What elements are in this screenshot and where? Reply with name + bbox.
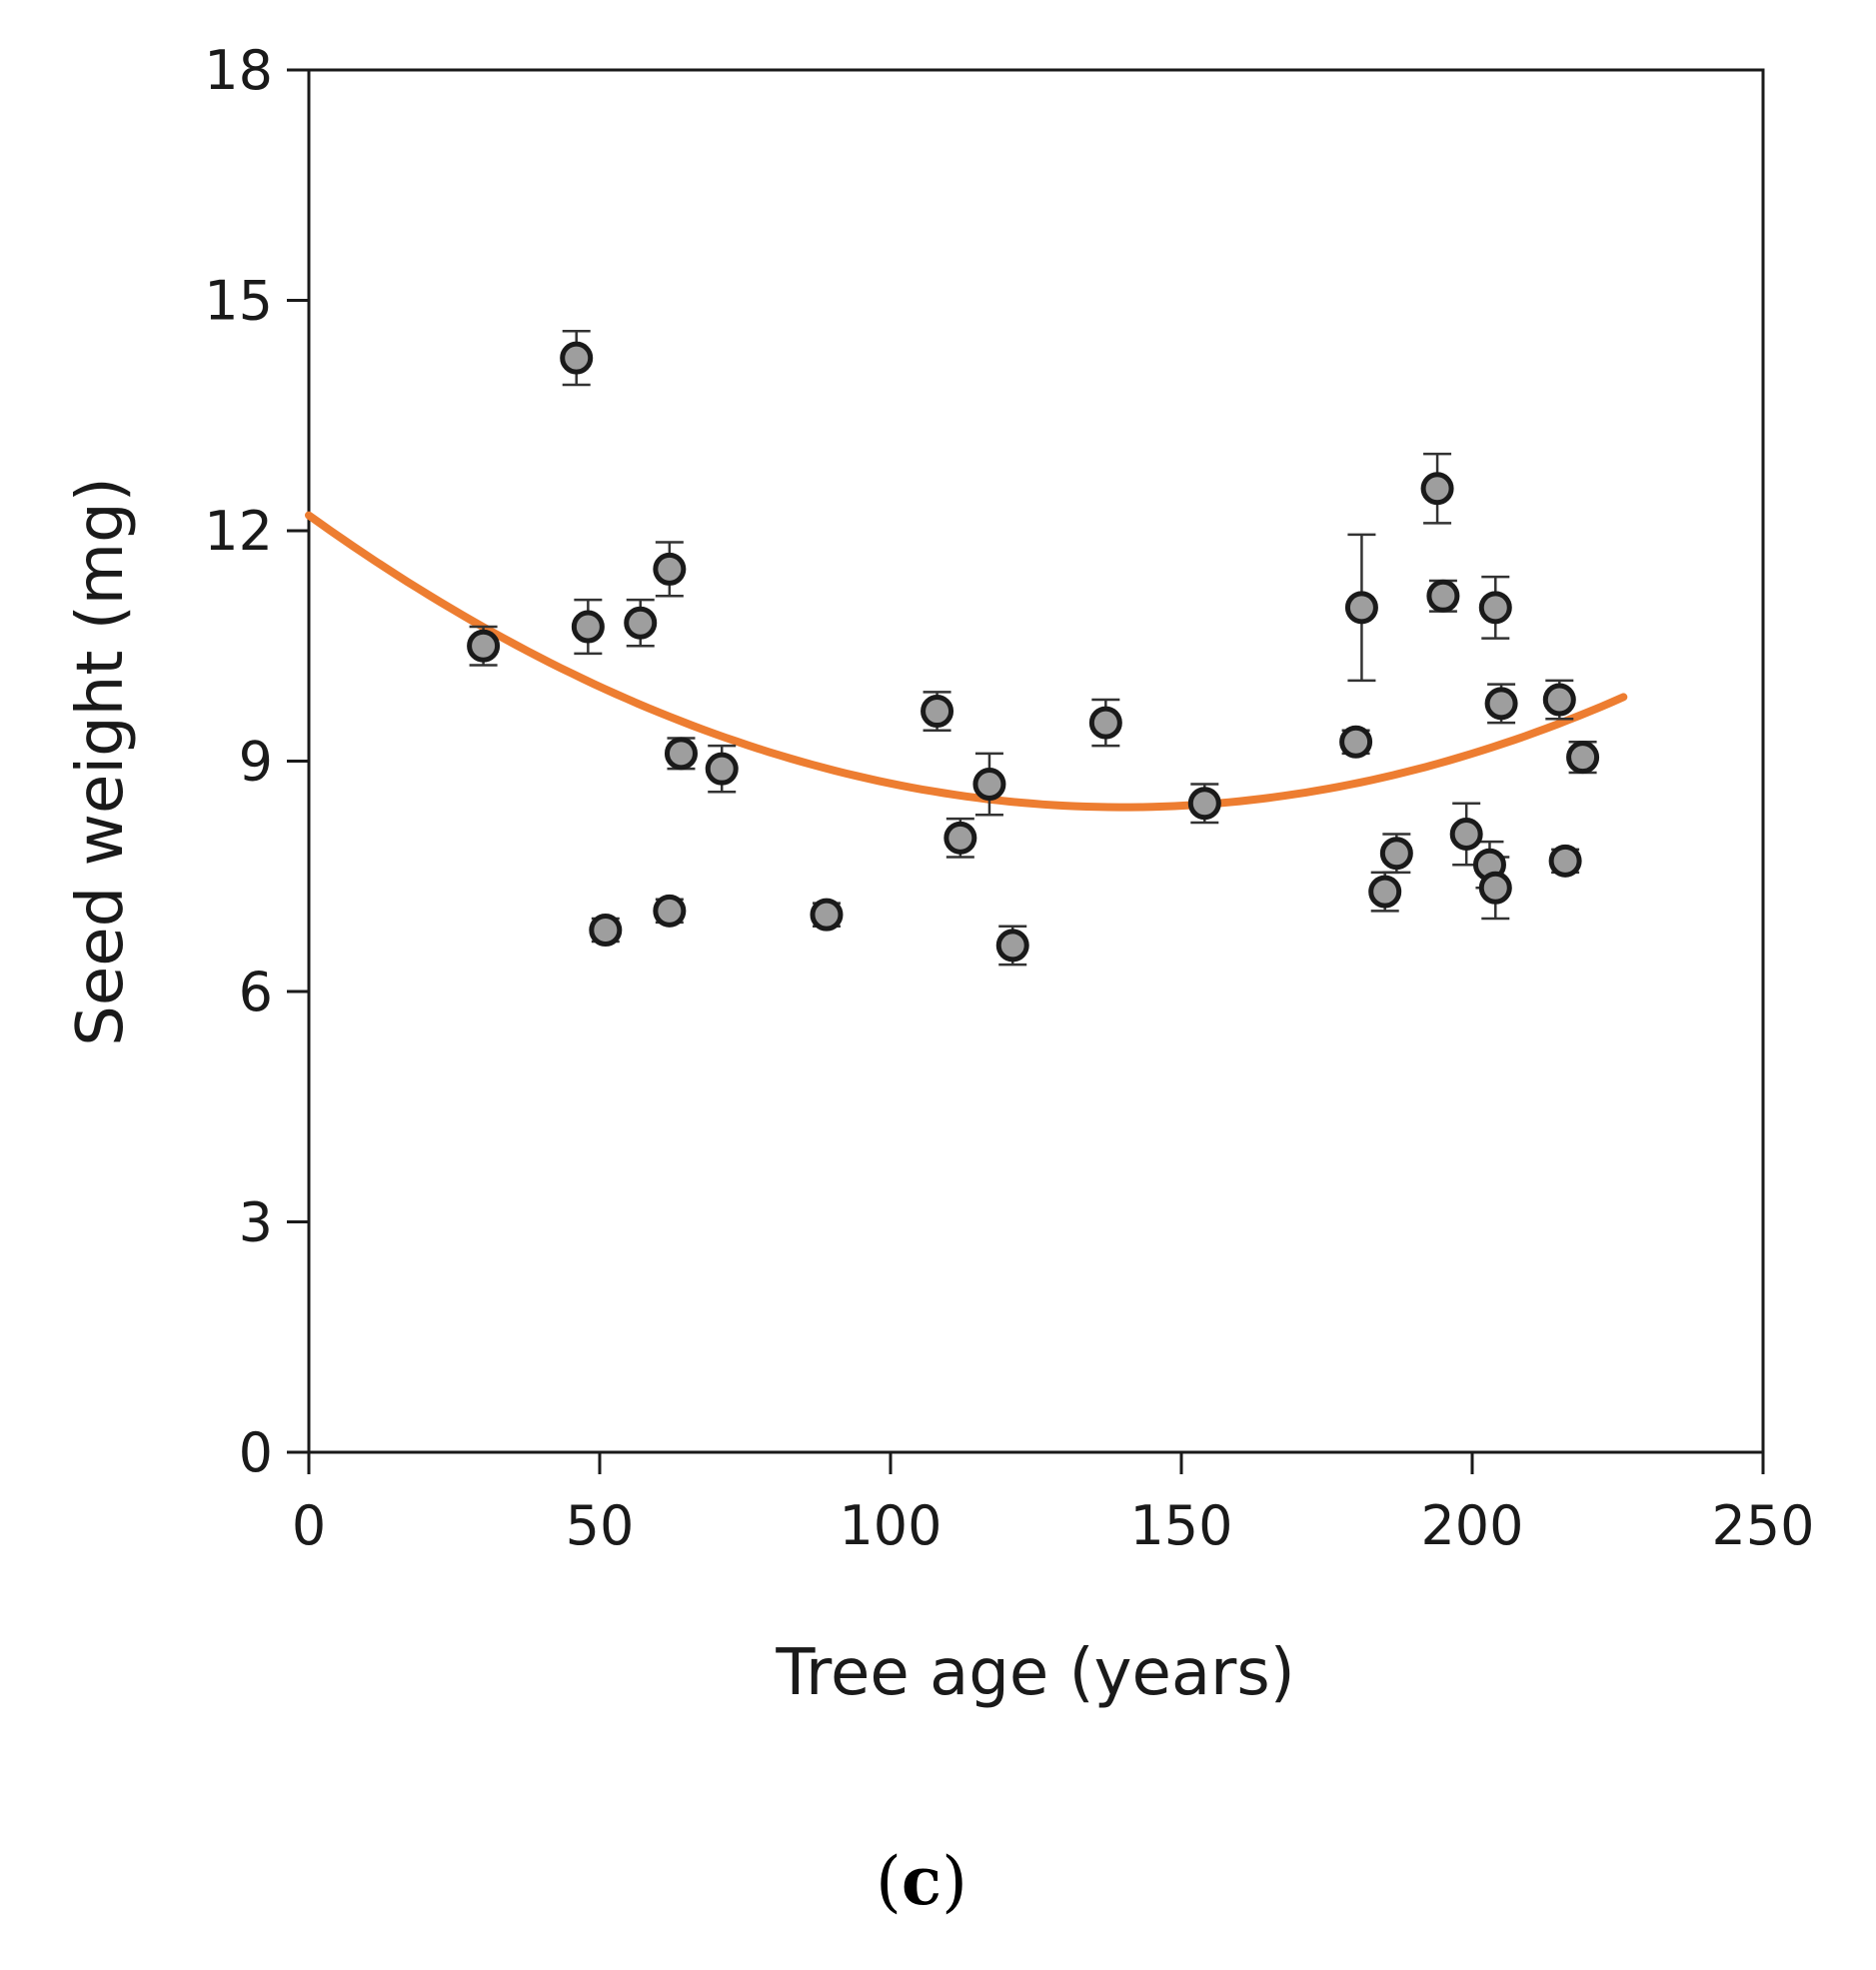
x-axis-ticks: 0 50 100 150 200 250	[292, 1452, 1815, 1557]
x-tick-label: 50	[566, 1494, 635, 1557]
data-point	[1449, 817, 1483, 851]
data-point	[921, 695, 954, 729]
data-point	[1368, 875, 1402, 909]
data-point	[1344, 591, 1378, 625]
data-point	[1088, 706, 1122, 740]
data-point	[664, 737, 698, 771]
data-point	[653, 894, 687, 928]
x-tick-label: 0	[292, 1494, 326, 1557]
data-point	[1426, 579, 1460, 613]
data-point	[1548, 844, 1582, 878]
data-point	[1566, 741, 1600, 775]
data-point	[1187, 787, 1221, 821]
data-point	[972, 768, 1006, 802]
data-point	[1420, 472, 1454, 506]
data-point	[705, 752, 739, 786]
data-point	[1542, 683, 1576, 717]
x-tick-label: 200	[1420, 1494, 1523, 1557]
data-point	[810, 898, 844, 932]
data-point	[1478, 591, 1512, 625]
y-tick-label: 12	[204, 500, 273, 563]
data-point	[571, 610, 605, 644]
x-axis-title: Tree age (years)	[775, 1636, 1294, 1710]
y-tick-label: 18	[204, 39, 273, 102]
x-tick-label: 150	[1129, 1494, 1232, 1557]
y-tick-label: 6	[239, 961, 273, 1023]
panel-label-open: (	[876, 1843, 902, 1920]
data-point	[1484, 687, 1518, 721]
data-points	[467, 341, 1600, 963]
panel-label-letter: c	[902, 1842, 941, 1920]
data-point	[560, 341, 594, 375]
y-axis-ticks: 0 3 6 9 12 15 18	[204, 39, 309, 1484]
data-point	[1379, 837, 1413, 871]
x-tick-label: 100	[839, 1494, 941, 1557]
data-point	[943, 821, 977, 855]
data-point	[467, 629, 501, 663]
y-axis-title: Seed weight (mg)	[64, 477, 138, 1045]
data-point	[1339, 725, 1373, 759]
panel-label: (c)	[876, 1842, 967, 1920]
data-point	[653, 552, 687, 586]
y-tick-label: 0	[239, 1421, 273, 1484]
data-point	[589, 914, 623, 948]
data-point	[1478, 871, 1512, 905]
y-tick-label: 9	[239, 731, 273, 794]
trend-line-group	[305, 511, 1628, 812]
error-bars	[469, 329, 1597, 967]
y-tick-label: 15	[204, 270, 273, 333]
data-point	[995, 929, 1029, 963]
data-point	[624, 606, 658, 640]
panel-label-close: )	[941, 1843, 967, 1920]
plot-area	[307, 68, 1765, 1454]
x-tick-label: 250	[1711, 1494, 1814, 1557]
trend-line	[305, 511, 1628, 812]
y-tick-label: 3	[239, 1191, 273, 1254]
